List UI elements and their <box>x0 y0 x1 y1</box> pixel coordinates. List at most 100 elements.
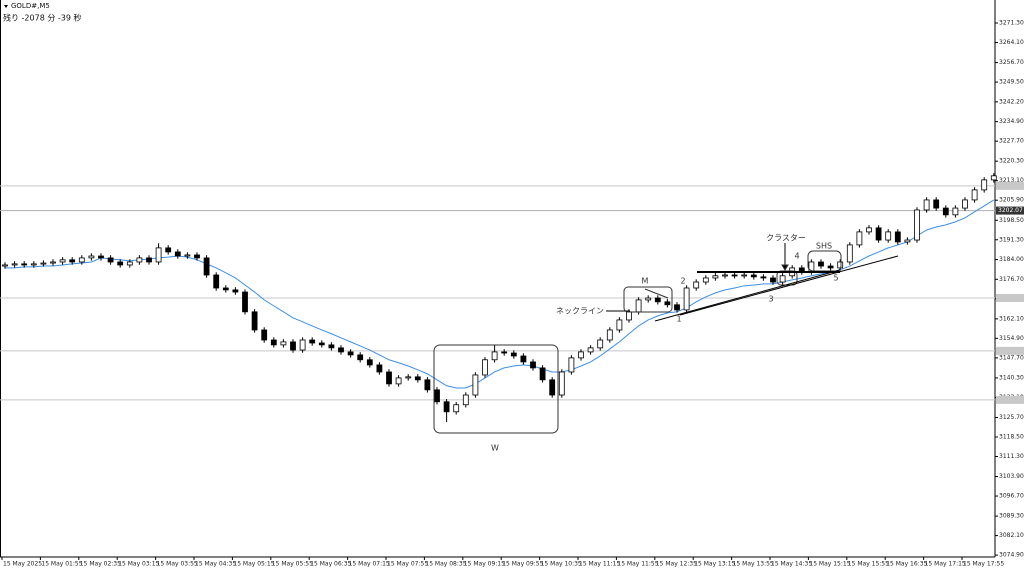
x-tick-label: 15 May 13:55 <box>733 561 774 568</box>
candle-body <box>184 254 191 257</box>
m-pointer <box>644 288 669 299</box>
trend-line <box>679 255 899 316</box>
candle-body <box>213 274 220 289</box>
candle-body <box>424 379 431 391</box>
candle-body <box>606 329 613 341</box>
candle-body <box>760 276 767 279</box>
candle-body <box>357 354 364 361</box>
candle-body <box>309 339 316 344</box>
y-tick-label: 3125.70 <box>999 414 1024 421</box>
candle-body <box>981 179 988 191</box>
annotation: 5 <box>833 274 838 283</box>
candle-body <box>434 389 440 403</box>
symbol-icon <box>4 5 8 8</box>
candle-body <box>414 376 421 381</box>
candle-body <box>59 259 66 263</box>
y-tick-label: 3234.90 <box>999 118 1024 125</box>
x-tick-label: 15 May 05:55 <box>272 561 313 568</box>
y-tick-label: 3140.30 <box>999 374 1024 381</box>
candle-body <box>904 239 911 243</box>
candle-body <box>616 319 623 331</box>
candle-body <box>482 359 488 376</box>
x-tick-label: 15 May 09:55 <box>502 561 543 568</box>
candle-body <box>136 257 143 263</box>
candle-body <box>232 289 239 293</box>
candle-body <box>88 255 95 259</box>
candle-body <box>146 257 152 263</box>
y-tick-label: 3176.70 <box>999 276 1024 283</box>
candle-body <box>318 342 325 346</box>
x-tick-label: 15 May 15:55 <box>848 561 889 568</box>
candle-body <box>597 339 604 349</box>
x-tick-label: 15 May 11:55 <box>617 561 658 568</box>
x-tick-label: 15 May 16:35 <box>886 561 927 568</box>
candle-body <box>885 231 892 241</box>
annotation: クラスター <box>766 234 806 243</box>
annotation: 2 <box>680 277 685 286</box>
candle-body <box>990 175 997 181</box>
y-tick-label: 3154.90 <box>999 335 1024 342</box>
annotation: 1 <box>676 315 681 324</box>
candle-body <box>222 287 229 291</box>
candle-body <box>347 351 354 356</box>
countdown: 残り -2078 分 -39 秒 <box>3 13 81 23</box>
annotation: 3 <box>768 295 773 304</box>
candle-body <box>40 262 47 265</box>
x-tick-label: 15 May 17:55 <box>963 561 1004 568</box>
candle-body <box>155 247 162 263</box>
candle-body <box>453 404 460 413</box>
candle-body <box>846 244 853 263</box>
candle-body <box>683 287 690 311</box>
candle-body <box>376 364 383 373</box>
candle-body <box>520 355 527 363</box>
x-tick-label: 15 May 12:35 <box>656 561 697 568</box>
y-tick-label: 3096.70 <box>999 493 1024 500</box>
candle-body <box>69 259 76 263</box>
candle-body <box>251 311 258 331</box>
candle-body <box>165 247 172 253</box>
candle-body <box>21 263 28 266</box>
price-label: 3202.07 <box>998 207 1023 214</box>
candle-body <box>549 379 556 396</box>
candle-body <box>203 257 210 276</box>
y-tick-label: 3162.10 <box>999 315 1024 322</box>
y-tick-label: 3256.70 <box>999 59 1024 66</box>
candle-body <box>693 281 700 289</box>
candle-body <box>510 352 517 357</box>
candle-body <box>338 347 344 353</box>
y-tick-label: 3249.50 <box>999 79 1024 86</box>
candle-body <box>501 351 508 354</box>
candle-body <box>405 376 412 379</box>
x-tick-label: 15 May 09:15 <box>464 561 505 568</box>
candle-body <box>664 301 671 306</box>
x-tick-label: 15 May 07:55 <box>387 561 428 568</box>
candle-body <box>731 274 738 277</box>
y-tick-label: 3103.90 <box>999 473 1024 480</box>
candle-body <box>117 261 124 266</box>
candle-body <box>299 339 306 351</box>
candle-body <box>386 371 392 385</box>
candle-body <box>770 277 776 283</box>
candle-body <box>270 339 277 346</box>
candle-body <box>472 374 479 396</box>
y-tick-label: 3205.90 <box>999 197 1024 204</box>
x-tick-label: 15 May 2025 <box>3 561 42 568</box>
x-tick-label: 15 May 15:15 <box>809 561 850 568</box>
candle-body <box>837 261 844 269</box>
candle-body <box>702 277 709 283</box>
candle-body <box>741 274 748 277</box>
candle-body <box>635 299 642 313</box>
trend-line <box>654 269 841 322</box>
y-tick-label: 3147.70 <box>999 354 1024 361</box>
candle-body <box>491 351 498 361</box>
candle-body <box>568 357 575 373</box>
y-tick-label: 3111.30 <box>999 453 1024 460</box>
candle-body <box>674 304 680 311</box>
candle-body <box>712 275 719 279</box>
y-tick-label: 3220.30 <box>999 158 1024 165</box>
x-tick-label: 15 May 06:35 <box>310 561 351 568</box>
annotation: SHS <box>816 242 832 251</box>
y-tick-label: 3191.30 <box>999 236 1024 243</box>
